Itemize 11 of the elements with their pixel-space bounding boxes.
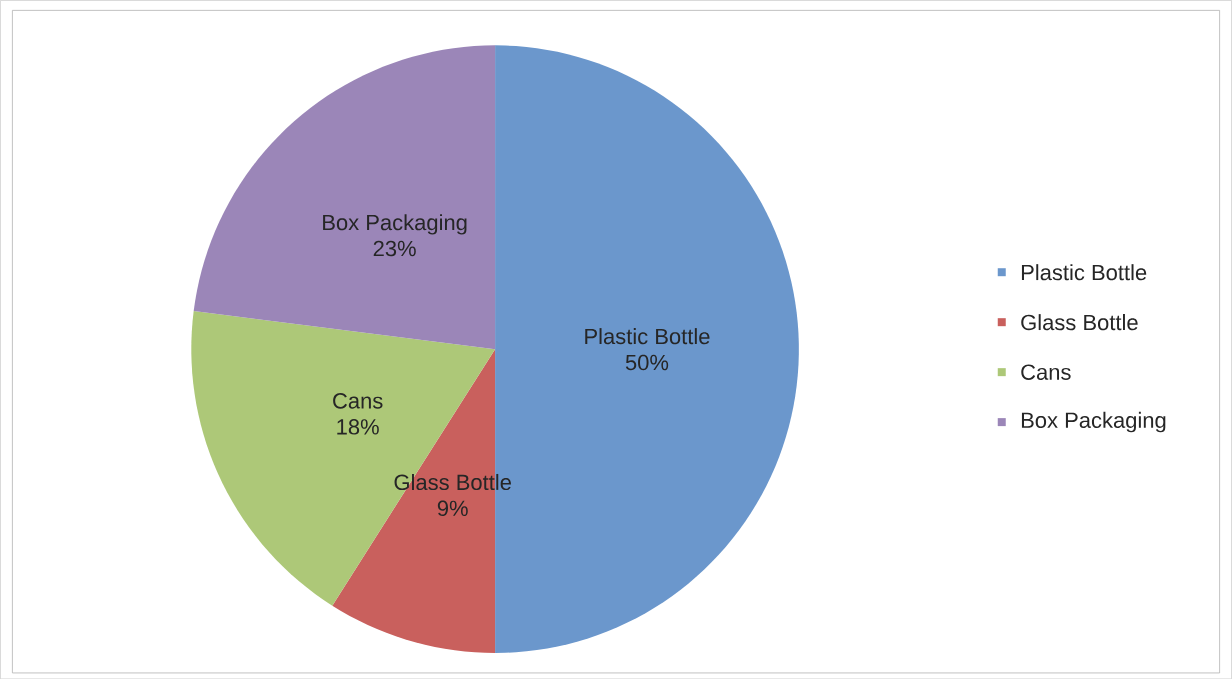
data-label: 23% [373, 240, 416, 257]
slice-label: Cans [333, 392, 383, 409]
data-label: 9% [437, 500, 468, 516]
slice-label: Box Packaging [323, 213, 467, 235]
legend-label: Cans [1021, 364, 1071, 380]
data-label: 18% [337, 418, 379, 435]
data-label: 50% [625, 354, 669, 371]
legend-label: Box Packaging [1021, 411, 1166, 433]
legend-label: Plastic Bottle [1021, 263, 1147, 281]
legend-label: Glass Bottle [1021, 313, 1138, 331]
slice-label: Plastic Bottle [585, 327, 710, 345]
